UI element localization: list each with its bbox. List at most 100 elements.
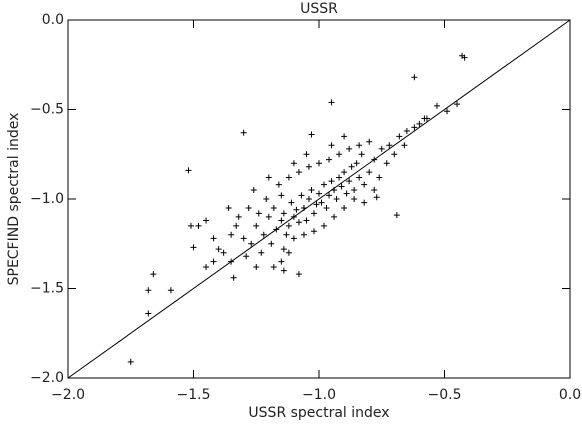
point (346, 145, 353, 152)
point (285, 249, 292, 256)
point (396, 133, 403, 140)
point (308, 187, 315, 194)
point (371, 156, 378, 163)
point (383, 160, 390, 167)
point (303, 151, 310, 158)
point (321, 222, 328, 229)
y-tick-label: 0.0 (42, 12, 64, 28)
point (240, 235, 247, 242)
point (356, 174, 363, 181)
point (401, 142, 408, 149)
point (258, 249, 265, 256)
point (318, 199, 325, 206)
point (240, 129, 247, 136)
point (265, 174, 272, 181)
one-to-one-line (67, 19, 571, 379)
point (187, 222, 194, 229)
point (331, 213, 338, 220)
point (195, 222, 202, 229)
point (228, 258, 235, 265)
point (341, 133, 348, 140)
x-tick-label: −0.5 (428, 387, 462, 403)
point (421, 115, 428, 122)
point (316, 160, 322, 167)
point (336, 174, 343, 181)
point (373, 194, 380, 201)
point (348, 163, 355, 170)
y-tick-label: −1.5 (30, 281, 64, 297)
point (310, 210, 317, 217)
point (203, 264, 210, 271)
point (378, 145, 385, 152)
point (270, 264, 277, 271)
x-tick-label: 0.0 (559, 387, 581, 403)
point (145, 310, 152, 317)
point (243, 253, 250, 260)
point (290, 213, 297, 220)
chart-title: USSR (300, 1, 338, 17)
point (230, 274, 237, 281)
point (263, 196, 270, 202)
point (210, 235, 217, 242)
point (283, 231, 290, 238)
point (323, 204, 330, 211)
y-tick-label: −2.0 (30, 370, 64, 386)
point (328, 178, 335, 185)
point (228, 231, 235, 238)
point (454, 101, 461, 108)
point (328, 142, 335, 149)
point (253, 264, 260, 271)
point (303, 217, 310, 224)
y-tick-label: −1.0 (30, 191, 64, 207)
point (285, 222, 292, 229)
point (361, 199, 368, 206)
point (248, 240, 255, 247)
point (341, 169, 348, 176)
point (391, 151, 398, 158)
point (356, 142, 363, 149)
point (275, 181, 282, 188)
point (416, 120, 423, 127)
point (250, 187, 257, 194)
point (341, 204, 348, 211)
point (358, 151, 365, 158)
x-axis-label: USSR spectral index (248, 405, 389, 421)
point (461, 54, 468, 61)
point (313, 201, 320, 208)
point (346, 178, 353, 185)
x-tick-label: −2.0 (51, 387, 85, 403)
point (338, 183, 345, 190)
point (203, 217, 210, 224)
point (215, 246, 222, 253)
point (366, 169, 373, 176)
point (150, 271, 157, 278)
point (326, 192, 333, 199)
point (220, 249, 227, 256)
point (280, 210, 287, 217)
point (280, 246, 287, 253)
point (351, 187, 358, 194)
point (361, 181, 368, 188)
point (293, 206, 300, 213)
point (280, 267, 287, 274)
point (393, 212, 400, 219)
point (295, 271, 302, 278)
point (225, 204, 232, 211)
point (333, 196, 340, 202)
point (185, 167, 192, 174)
point (295, 169, 302, 176)
point (351, 196, 358, 202)
point (295, 219, 302, 226)
point (433, 102, 440, 109)
point (270, 204, 277, 211)
point (145, 287, 152, 294)
point (305, 163, 312, 170)
point (403, 127, 410, 134)
point (328, 99, 335, 106)
point (353, 160, 360, 167)
point (326, 156, 333, 163)
point (411, 74, 418, 81)
point (167, 287, 174, 294)
point (210, 258, 217, 265)
